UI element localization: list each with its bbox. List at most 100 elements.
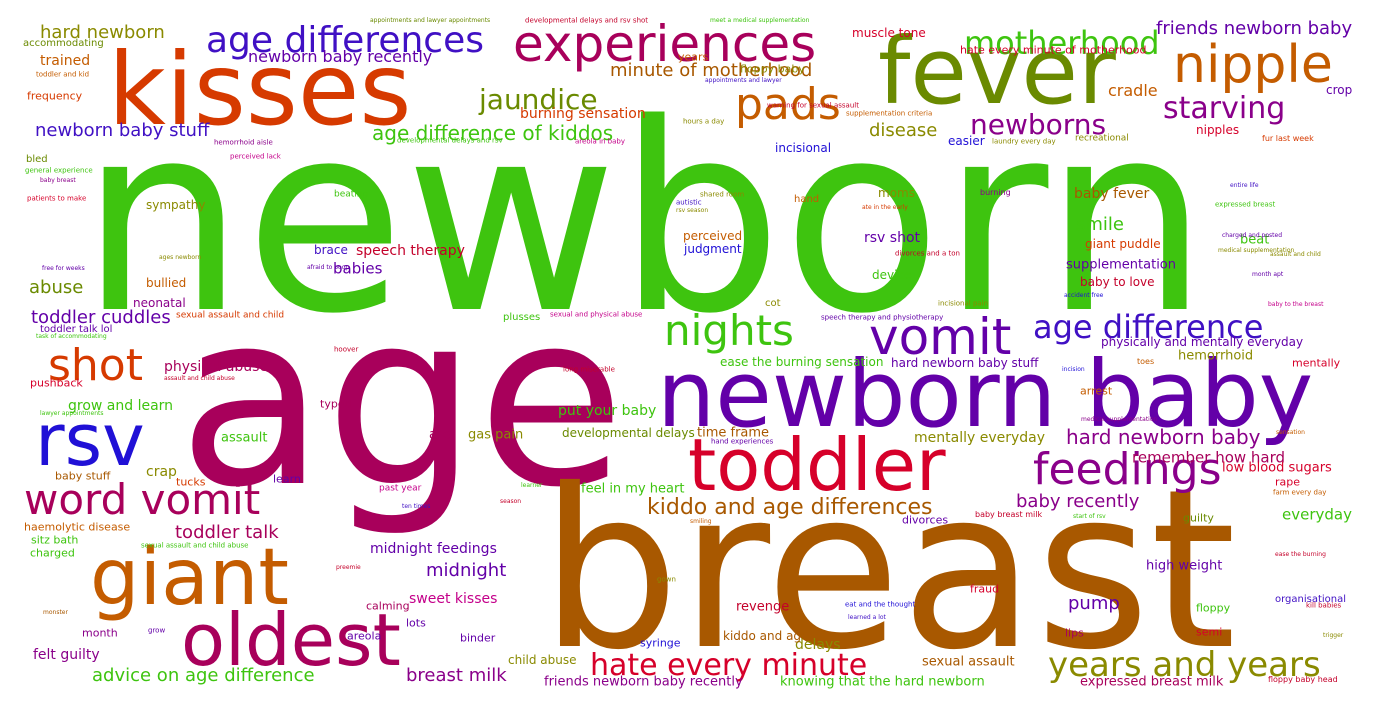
cloud-word: smiling bbox=[690, 518, 712, 525]
cloud-word: hard newborn bbox=[40, 22, 165, 43]
cloud-word: beating bbox=[334, 189, 369, 200]
cloud-word: ate bbox=[429, 427, 451, 443]
cloud-word: bled bbox=[26, 154, 48, 165]
cloud-word: abuse bbox=[29, 277, 84, 298]
cloud-word: midnight bbox=[426, 560, 507, 581]
cloud-word: baby breast bbox=[40, 177, 76, 184]
cloud-word: start of rsv bbox=[1073, 513, 1106, 520]
cloud-word: cot bbox=[765, 298, 781, 309]
cloud-word: fever bbox=[878, 18, 1116, 125]
cloud-word: developmental delays bbox=[562, 426, 695, 440]
cloud-word: long miserable bbox=[563, 365, 615, 374]
cloud-word: age bbox=[178, 260, 626, 540]
cloud-word: newborn baby bbox=[657, 341, 1314, 448]
cloud-word: minute of motherhood bbox=[610, 60, 813, 81]
cloud-word: areola bbox=[347, 629, 382, 643]
cloud-word: trained bbox=[40, 53, 91, 69]
cloud-word: hoover bbox=[334, 345, 359, 354]
cloud-word: years and years bbox=[1048, 645, 1321, 685]
cloud-word: preemie bbox=[336, 564, 361, 571]
cloud-word: hemorrhoid bbox=[1178, 348, 1254, 364]
cloud-word: speech therapy and physiotherapy bbox=[821, 313, 944, 322]
cloud-word: judgment bbox=[684, 242, 742, 256]
cloud-word: midnight feedings bbox=[370, 541, 497, 557]
cloud-word: eat and the thought bbox=[845, 600, 916, 609]
cloud-word: laundry every day bbox=[992, 137, 1056, 146]
cloud-word: breast bbox=[540, 442, 1237, 698]
cloud-word: plusses bbox=[503, 312, 541, 323]
cloud-word: hard newborn baby stuff bbox=[891, 356, 1039, 370]
cloud-word: autistic bbox=[676, 198, 702, 207]
cloud-word: advice on age difference bbox=[92, 665, 315, 686]
cloud-word: nipple bbox=[1173, 35, 1333, 95]
cloud-word: calming bbox=[366, 599, 410, 613]
cloud-word: kill babies bbox=[1306, 601, 1342, 610]
cloud-word: divorces bbox=[902, 513, 949, 527]
cloud-word: sitz bath bbox=[31, 533, 79, 547]
cloud-word: entire life bbox=[1230, 182, 1259, 189]
cloud-word: revenge bbox=[736, 599, 790, 615]
cloud-word: word vomit bbox=[24, 475, 261, 524]
cloud-word: developmental delays and rsv bbox=[397, 136, 503, 145]
cloud-word: medical supplementation bbox=[1081, 416, 1158, 423]
cloud-word: month apt bbox=[1252, 271, 1284, 278]
cloud-word: ages newborn bbox=[159, 254, 202, 261]
cloud-word: syringe bbox=[640, 636, 681, 650]
cloud-word: toes bbox=[1137, 357, 1155, 366]
cloud-word: age difference bbox=[1033, 308, 1264, 346]
cloud-word: speech therapy bbox=[356, 243, 465, 259]
cloud-word: newborn baby stuff bbox=[35, 120, 210, 141]
cloud-word: rape bbox=[1275, 475, 1301, 489]
cloud-word: medical supplementation bbox=[1218, 247, 1295, 254]
cloud-word: breast milk bbox=[406, 665, 507, 686]
cloud-word: friends newborn baby recently bbox=[544, 674, 743, 690]
cloud-word: years bbox=[678, 50, 709, 64]
cloud-word: perceived lack bbox=[230, 152, 281, 161]
cloud-word: put your baby bbox=[558, 403, 657, 419]
cloud-word: learn bbox=[273, 472, 301, 486]
cloud-word: pads bbox=[735, 79, 841, 130]
cloud-word: experiences bbox=[513, 15, 817, 73]
cloud-word: rsv bbox=[35, 398, 145, 482]
cloud-word: semi bbox=[1196, 625, 1223, 639]
cloud-word: baby to love bbox=[1080, 275, 1155, 289]
cloud-word: burning bbox=[980, 188, 1011, 197]
cloud-word: age differences bbox=[206, 20, 484, 61]
cloud-word: binder bbox=[460, 631, 496, 645]
cloud-word: grow and learn bbox=[68, 398, 174, 414]
cloud-word: baby stuff bbox=[55, 469, 111, 483]
cloud-word: meet a medical supplementation bbox=[710, 17, 810, 24]
cloud-word: baby recently bbox=[1016, 491, 1140, 512]
cloud-word: feedings bbox=[1033, 444, 1222, 495]
cloud-word: assault and child bbox=[1270, 251, 1321, 258]
cloud-word: low blood sugars bbox=[1222, 460, 1332, 476]
cloud-word: sexual assault bbox=[922, 654, 1015, 670]
cloud-word: physically and mentally everyday bbox=[1101, 335, 1304, 349]
cloud-word: disease bbox=[869, 120, 938, 141]
cloud-word: hate every minute of motherhood bbox=[960, 43, 1147, 57]
cloud-word: sympathy bbox=[146, 198, 206, 212]
cloud-word: beat bbox=[1240, 232, 1270, 248]
cloud-word: lots bbox=[406, 616, 426, 630]
cloud-word: newborn baby recently bbox=[248, 47, 433, 66]
cloud-word: incisional pain bbox=[938, 299, 989, 308]
cloud-word: newborns bbox=[970, 108, 1107, 141]
cloud-word: cradle bbox=[1108, 81, 1158, 100]
cloud-word: oldest bbox=[181, 598, 401, 682]
cloud-word: delays bbox=[795, 637, 841, 653]
cloud-word: starving bbox=[1163, 91, 1286, 126]
cloud-word: ease the burning bbox=[1275, 551, 1326, 558]
cloud-word: sweet kisses bbox=[409, 591, 498, 607]
cloud-word: floppy bbox=[1196, 601, 1231, 615]
cloud-word: device bbox=[872, 268, 912, 282]
cloud-word: guilty bbox=[1183, 511, 1214, 525]
cloud-word: afraid to poop bbox=[307, 264, 350, 271]
cloud-word: burning sensation bbox=[520, 106, 646, 122]
cloud-word: arrest bbox=[1080, 384, 1113, 398]
cloud-word: shot bbox=[48, 340, 143, 391]
cloud-word: sensation bbox=[1276, 429, 1305, 436]
cloud-word: frequency bbox=[27, 89, 83, 103]
cloud-word: recreational bbox=[1075, 133, 1129, 144]
cloud-word: shared room bbox=[700, 190, 745, 199]
